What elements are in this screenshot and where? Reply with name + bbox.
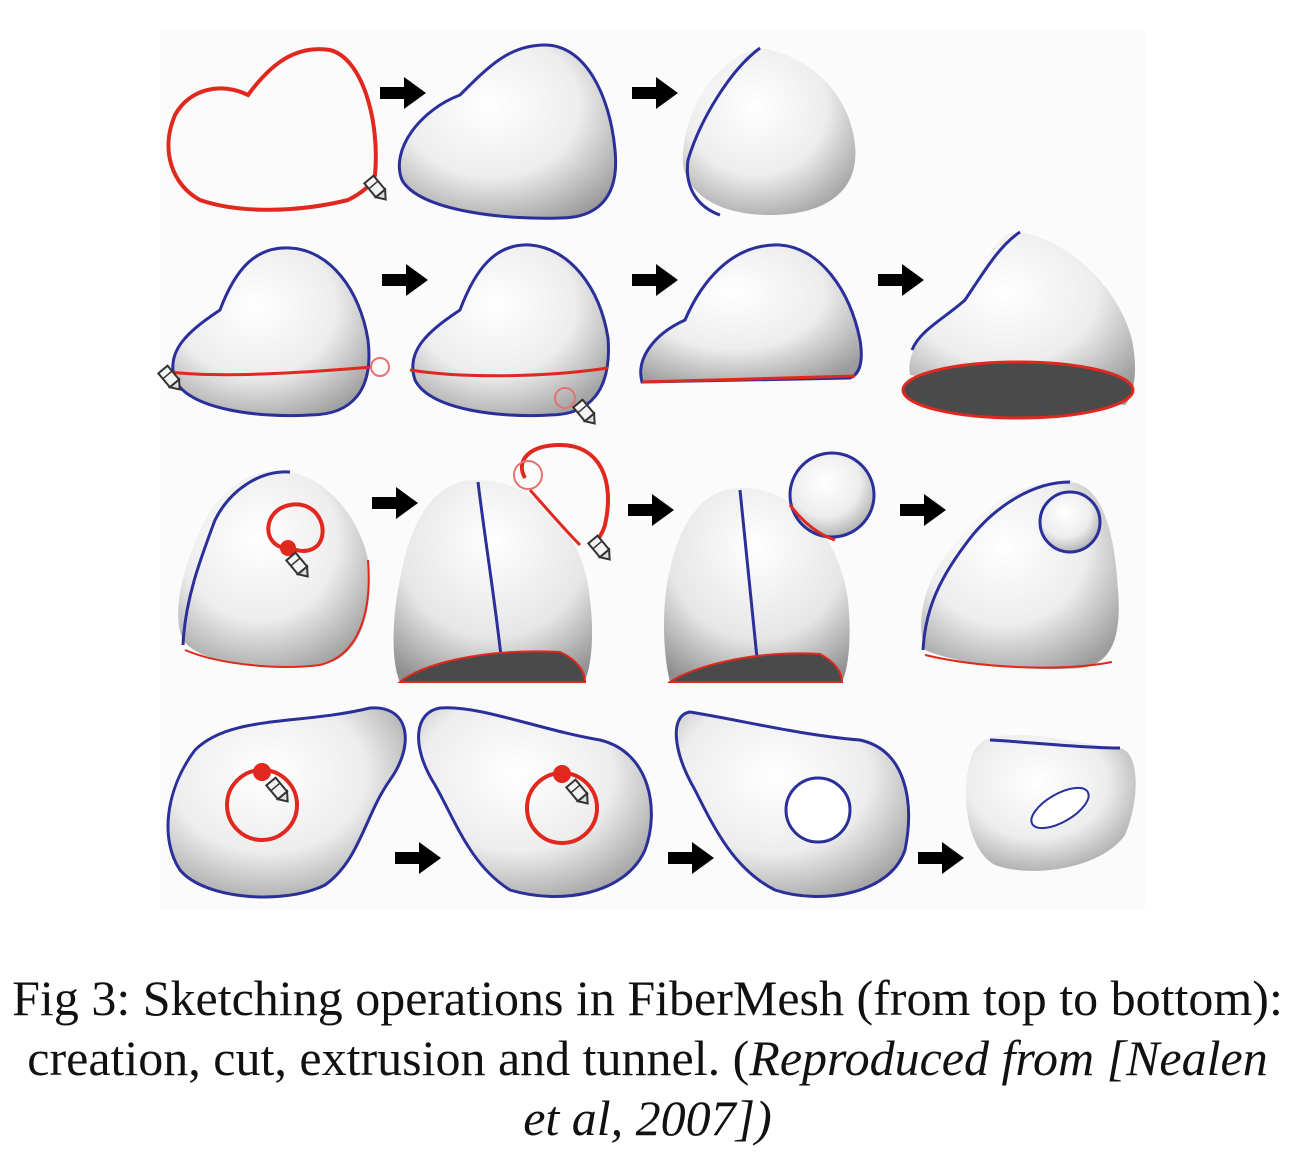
caption-line-2-text: creation, cut, extrusion and tunnel. ( xyxy=(27,1030,750,1086)
cut-stroke xyxy=(409,366,609,378)
silhouette-line xyxy=(181,470,291,646)
sketch-stroke xyxy=(166,47,378,212)
extrude-stroke xyxy=(528,488,582,547)
tunnel-hole xyxy=(784,776,852,844)
figure-caption: Fig 3: Sketching operations in FiberMesh… xyxy=(0,968,1295,1148)
caption-citation: Reproduced from [Nealen xyxy=(749,1030,1268,1086)
row-creation xyxy=(166,43,856,220)
mesh-shape xyxy=(664,488,850,682)
silhouette-line xyxy=(476,481,504,666)
mesh-shape xyxy=(639,243,863,384)
extruded-bump xyxy=(1038,490,1102,554)
tunnel-hole xyxy=(1030,786,1090,830)
silhouette-line xyxy=(184,559,370,668)
cut-endpoint xyxy=(554,387,576,409)
silhouette-line xyxy=(738,489,760,669)
row-tunnel xyxy=(166,706,1136,899)
extrude-base-edge xyxy=(788,504,836,542)
cut-stroke xyxy=(169,365,373,377)
row-extrusion xyxy=(178,442,1119,683)
extrude-base-point xyxy=(513,460,543,490)
tunnel-start-point xyxy=(553,765,571,783)
fibermesh-figure xyxy=(157,43,1136,899)
mesh-shape xyxy=(682,48,856,215)
caption-line-3: et al, 2007]) xyxy=(523,1090,772,1146)
mesh-shape xyxy=(397,43,618,220)
cut-face xyxy=(666,652,844,683)
cut-edge xyxy=(641,374,856,384)
row-cut xyxy=(157,230,1135,429)
silhouette-line xyxy=(910,230,1021,351)
cut-endpoint xyxy=(370,357,390,377)
mesh-shape xyxy=(417,706,653,898)
silhouette-line xyxy=(924,654,1113,669)
silhouette-line xyxy=(685,46,761,217)
extrude-base-point xyxy=(280,540,296,556)
extrude-stroke xyxy=(266,502,325,553)
cut-face xyxy=(901,360,1135,420)
silhouette-line xyxy=(989,738,1121,750)
mesh-shape xyxy=(909,231,1135,405)
silhouette-line xyxy=(921,480,1071,651)
cut-face xyxy=(397,650,587,683)
caption-line-1: Fig 3: Sketching operations in FiberMesh… xyxy=(12,970,1283,1026)
caption-line-2: creation, cut, extrusion and tunnel. (Re… xyxy=(0,1028,1295,1088)
extruded-bump xyxy=(788,451,876,539)
tunnel-start-point xyxy=(253,763,271,781)
mesh-shape xyxy=(166,706,407,899)
